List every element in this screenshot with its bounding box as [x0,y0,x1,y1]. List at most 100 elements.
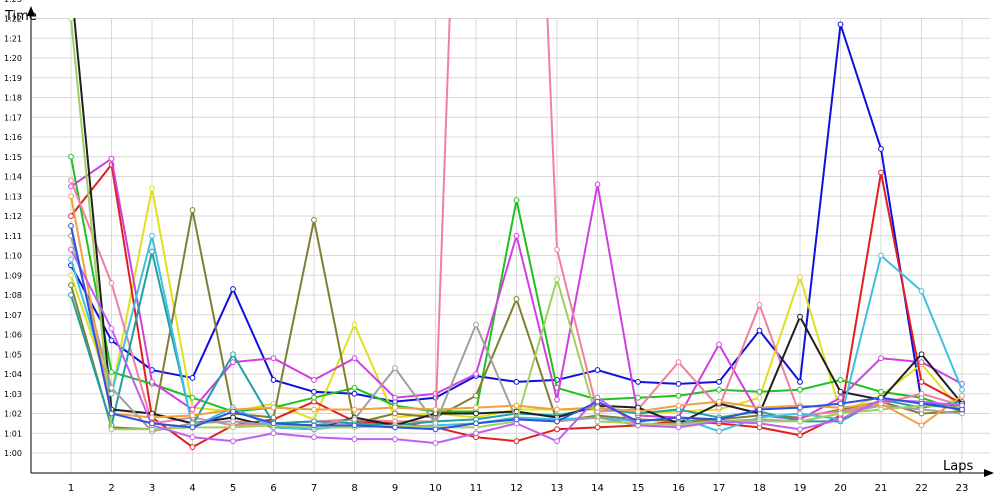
data-point [878,252,884,259]
data-point [594,181,601,188]
data-point [189,424,196,431]
x-tick-label: 7 [311,483,317,494]
x-tick-label: 9 [392,483,398,494]
data-point [513,416,520,423]
data-point [837,394,844,401]
data-point [716,341,722,348]
data-point [149,185,155,192]
data-point [918,390,925,397]
data-point [837,388,844,395]
x-tick-label: 6 [270,483,276,494]
y-axis-arrow [27,6,35,16]
y-axis-label: Time [4,9,37,24]
data-point [837,377,844,383]
data-point [878,388,884,395]
y-tick-label: 1:09 [4,271,22,280]
data-point [797,404,803,411]
data-point [594,424,601,431]
x-tick-label: 19 [794,483,807,494]
data-point [797,379,803,385]
data-point [311,434,317,441]
y-tick-label: 1:19 [4,74,22,83]
data-point [270,355,277,362]
y-tick-label: 1:04 [4,370,22,379]
data-point [351,422,358,429]
data-point [797,432,803,439]
x-tick-label: 10 [429,483,442,494]
y-tick-label: 1:13 [4,192,22,201]
data-point [68,193,74,200]
data-point [108,155,115,162]
data-point [878,145,884,152]
data-point [473,410,479,417]
data-point [432,406,439,413]
data-point [270,420,277,427]
data-point [68,282,74,289]
data-point [108,325,115,332]
data-point [189,444,196,450]
data-point [675,380,682,387]
data-point [189,394,196,401]
data-point [635,408,641,415]
data-point [189,375,196,381]
data-point [392,410,398,417]
data-point [311,388,317,395]
data-point [189,406,196,413]
data-point [716,416,722,423]
y-tick-label: 1:08 [4,291,22,300]
data-point [756,327,763,334]
data-point [675,359,682,366]
data-point [230,438,236,445]
data-point [270,430,277,437]
data-point [392,365,398,371]
y-tick-label: 1:01 [4,429,22,438]
data-point [716,428,722,435]
data-point [311,394,317,401]
data-point [392,394,398,401]
data-point [797,274,803,281]
x-tick-label: 14 [591,483,604,494]
data-point [311,406,317,413]
data-point [756,406,763,413]
data-point [68,177,74,184]
data-point [108,369,115,375]
series-group [68,18,965,450]
y-tick-label: 1:11 [4,232,22,241]
data-point [351,390,358,397]
x-tick-label: 1 [68,483,74,494]
x-tick-label: 8 [351,483,357,494]
data-point [554,426,560,433]
data-point [108,426,115,433]
x-tick-label: 22 [915,483,928,494]
data-point [635,418,641,425]
y-tick-label: 1:23 [4,0,22,4]
data-point [351,384,358,391]
x-tick-label: 18 [753,483,766,494]
data-point [149,379,155,385]
y-tick-label: 1:15 [4,153,22,162]
data-point [230,286,236,292]
data-point [554,246,560,253]
data-point [68,153,74,160]
x-tick-label: 12 [510,483,523,494]
x-tick-label: 15 [632,483,645,494]
data-point [351,355,358,362]
data-point [594,398,601,405]
data-point [230,351,236,358]
data-point [675,424,682,431]
data-point [230,359,236,366]
data-point [635,379,641,385]
data-point [797,418,803,425]
x-tick-label: 20 [834,483,847,494]
data-point [311,377,317,383]
data-point [473,321,479,328]
data-point [594,418,601,425]
data-point [351,416,358,423]
data-point [837,416,844,423]
y-tick-label: 1:06 [4,331,22,340]
data-point [270,377,277,383]
data-point [473,392,479,399]
data-point [189,207,196,213]
y-tick-label: 1:10 [4,252,22,261]
x-tick-label: 21 [875,483,888,494]
